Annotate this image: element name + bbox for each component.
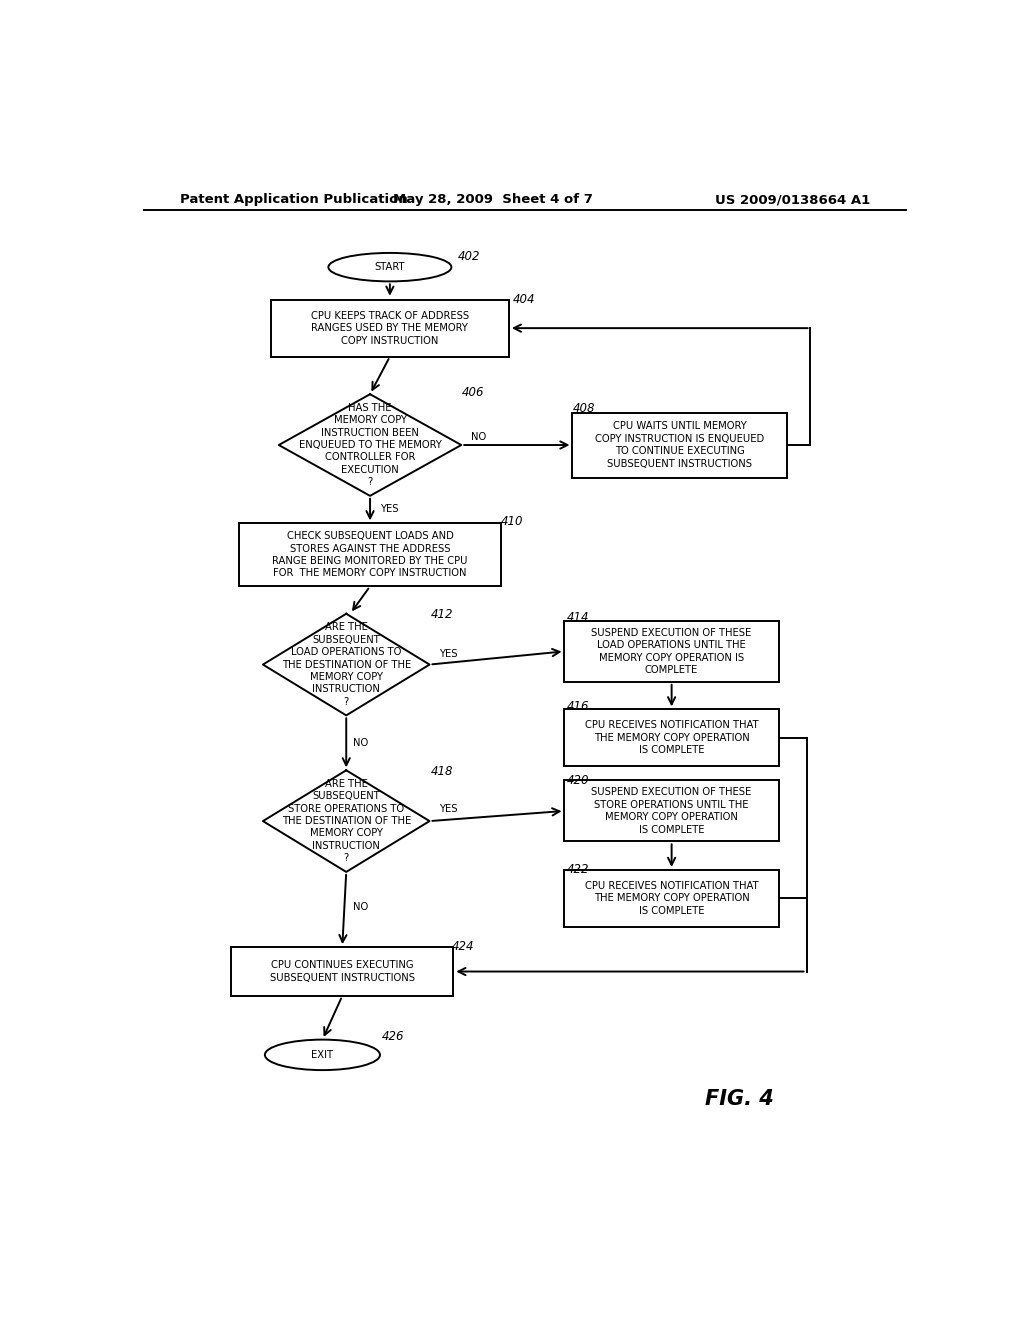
Text: 414: 414 <box>567 611 590 624</box>
FancyBboxPatch shape <box>270 300 509 356</box>
FancyBboxPatch shape <box>239 523 501 586</box>
Text: 410: 410 <box>501 515 523 528</box>
Text: SUSPEND EXECUTION OF THESE
STORE OPERATIONS UNTIL THE
MEMORY COPY OPERATION
IS C: SUSPEND EXECUTION OF THESE STORE OPERATI… <box>592 787 752 834</box>
FancyBboxPatch shape <box>572 412 786 478</box>
Ellipse shape <box>329 253 452 281</box>
Text: CHECK SUBSEQUENT LOADS AND
STORES AGAINST THE ADDRESS
RANGE BEING MONITORED BY T: CHECK SUBSEQUENT LOADS AND STORES AGAINS… <box>272 531 468 578</box>
Text: NO: NO <box>352 738 368 748</box>
Text: 412: 412 <box>431 609 454 620</box>
Text: EXIT: EXIT <box>311 1049 334 1060</box>
Text: 406: 406 <box>461 387 483 399</box>
FancyBboxPatch shape <box>231 948 454 995</box>
Text: CPU WAITS UNTIL MEMORY
COPY INSTRUCTION IS ENQUEUED
TO CONTINUE EXECUTING
SUBSEQ: CPU WAITS UNTIL MEMORY COPY INSTRUCTION … <box>595 421 764 469</box>
Text: HAS THE
MEMORY COPY
INSTRUCTION BEEN
ENQUEUED TO THE MEMORY
CONTROLLER FOR
EXECU: HAS THE MEMORY COPY INSTRUCTION BEEN ENQ… <box>299 403 441 487</box>
Text: SUSPEND EXECUTION OF THESE
LOAD OPERATIONS UNTIL THE
MEMORY COPY OPERATION IS
CO: SUSPEND EXECUTION OF THESE LOAD OPERATIO… <box>592 628 752 675</box>
FancyBboxPatch shape <box>564 709 779 766</box>
Text: US 2009/0138664 A1: US 2009/0138664 A1 <box>715 193 870 206</box>
Text: 408: 408 <box>573 401 596 414</box>
Text: 418: 418 <box>431 766 454 779</box>
Text: 404: 404 <box>513 293 536 306</box>
Text: CPU RECEIVES NOTIFICATION THAT
THE MEMORY COPY OPERATION
IS COMPLETE: CPU RECEIVES NOTIFICATION THAT THE MEMOR… <box>585 880 759 916</box>
Text: YES: YES <box>439 804 458 814</box>
Text: CPU KEEPS TRACK OF ADDRESS
RANGES USED BY THE MEMORY
COPY INSTRUCTION: CPU KEEPS TRACK OF ADDRESS RANGES USED B… <box>311 310 469 346</box>
Text: FIG. 4: FIG. 4 <box>705 1089 773 1109</box>
Text: CPU CONTINUES EXECUTING
SUBSEQUENT INSTRUCTIONS: CPU CONTINUES EXECUTING SUBSEQUENT INSTR… <box>269 961 415 982</box>
FancyBboxPatch shape <box>564 620 779 682</box>
Text: 422: 422 <box>567 863 590 876</box>
Text: 402: 402 <box>458 249 480 263</box>
Text: 426: 426 <box>382 1030 404 1043</box>
Polygon shape <box>263 771 430 873</box>
Text: YES: YES <box>439 649 458 660</box>
Text: CPU RECEIVES NOTIFICATION THAT
THE MEMORY COPY OPERATION
IS COMPLETE: CPU RECEIVES NOTIFICATION THAT THE MEMOR… <box>585 721 759 755</box>
Text: NO: NO <box>352 903 368 912</box>
Text: 420: 420 <box>567 774 590 787</box>
Text: YES: YES <box>380 504 399 513</box>
FancyBboxPatch shape <box>564 870 779 927</box>
Text: ARE THE
SUBSEQUENT
LOAD OPERATIONS TO
THE DESTINATION OF THE
MEMORY COPY
INSTRUC: ARE THE SUBSEQUENT LOAD OPERATIONS TO TH… <box>282 622 411 706</box>
Text: May 28, 2009  Sheet 4 of 7: May 28, 2009 Sheet 4 of 7 <box>393 193 593 206</box>
Text: START: START <box>375 263 406 272</box>
Polygon shape <box>263 614 430 715</box>
Text: 424: 424 <box>452 940 474 953</box>
Ellipse shape <box>265 1040 380 1071</box>
Text: Patent Application Publication: Patent Application Publication <box>179 193 408 206</box>
Text: ARE THE
SUBSEQUENT
STORE OPERATIONS TO
THE DESTINATION OF THE
MEMORY COPY
INSTRU: ARE THE SUBSEQUENT STORE OPERATIONS TO T… <box>282 779 411 863</box>
FancyBboxPatch shape <box>564 780 779 841</box>
Text: 416: 416 <box>567 701 590 713</box>
Polygon shape <box>279 395 461 496</box>
Text: NO: NO <box>471 432 486 442</box>
